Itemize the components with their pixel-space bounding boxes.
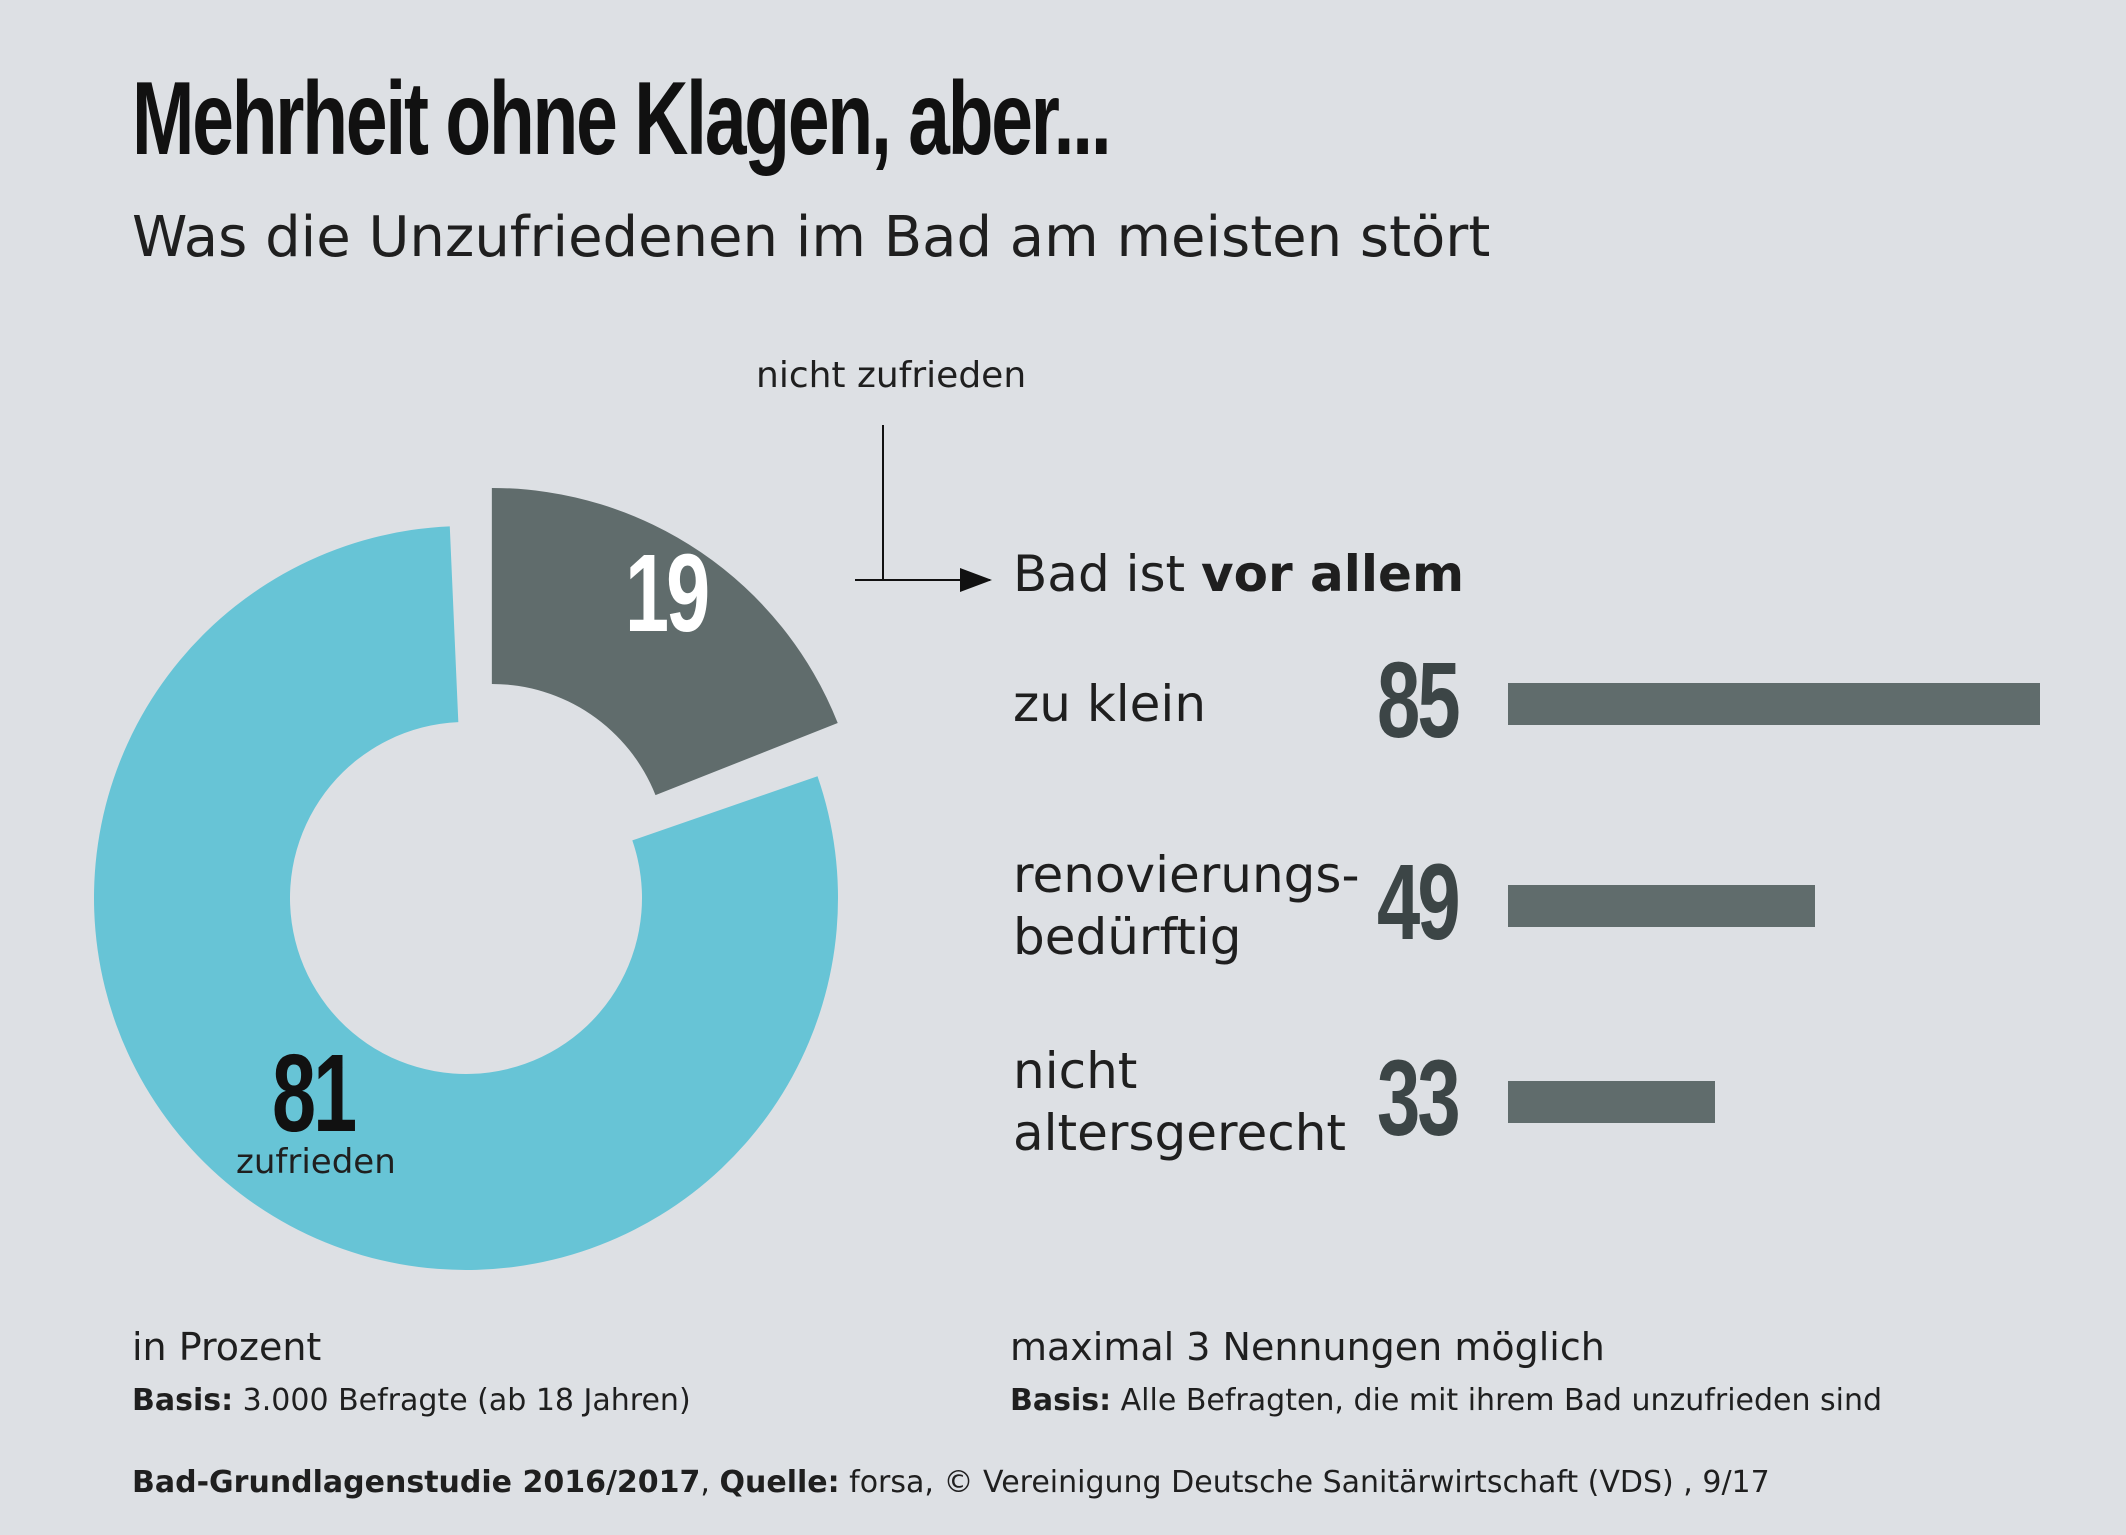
left-unit-note: in Prozent [132,1325,322,1369]
bar-value-label: 49 [1377,841,1461,962]
chart-subtitle: Was die Unzufriedenen im Bad am meisten … [132,205,1491,270]
bar-category-label: renovierungs-bedürftig [1013,846,1360,966]
donut-slice-satisfied [93,526,838,1270]
slice-value-satisfied: 81 [272,1032,357,1155]
slice-value-unsatisfied: 19 [625,532,710,655]
left-basis-note: Basis: 3.000 Befragte (ab 18 Jahren) [132,1383,691,1418]
bar-value-label: 85 [1377,639,1461,760]
right-unit-note: maximal 3 Nennungen möglich [1010,1325,1605,1369]
bar [1508,885,1815,927]
bar-value-label: 33 [1377,1037,1461,1158]
slice-label-satisfied: zufrieden [236,1142,396,1182]
bar-chart-heading: Bad ist vor allem [1013,545,1465,603]
slice-label-unsatisfied: nicht zufrieden [756,355,1027,396]
donut-slice-unsatisfied [491,487,838,796]
bar-category-label: zu klein [1013,675,1207,733]
bar-category-label: nicht altersgerecht [1013,1042,1347,1162]
chart-title: Mehrheit ohne Klagen, aber... [132,61,1112,177]
right-basis-note: Basis: Alle Befragten, die mit ihrem Bad… [1010,1383,1883,1418]
source-line: Bad-Grundlagenstudie 2016/2017, Quelle: … [132,1465,1770,1500]
bar [1508,683,2040,725]
bar [1508,1081,1715,1123]
